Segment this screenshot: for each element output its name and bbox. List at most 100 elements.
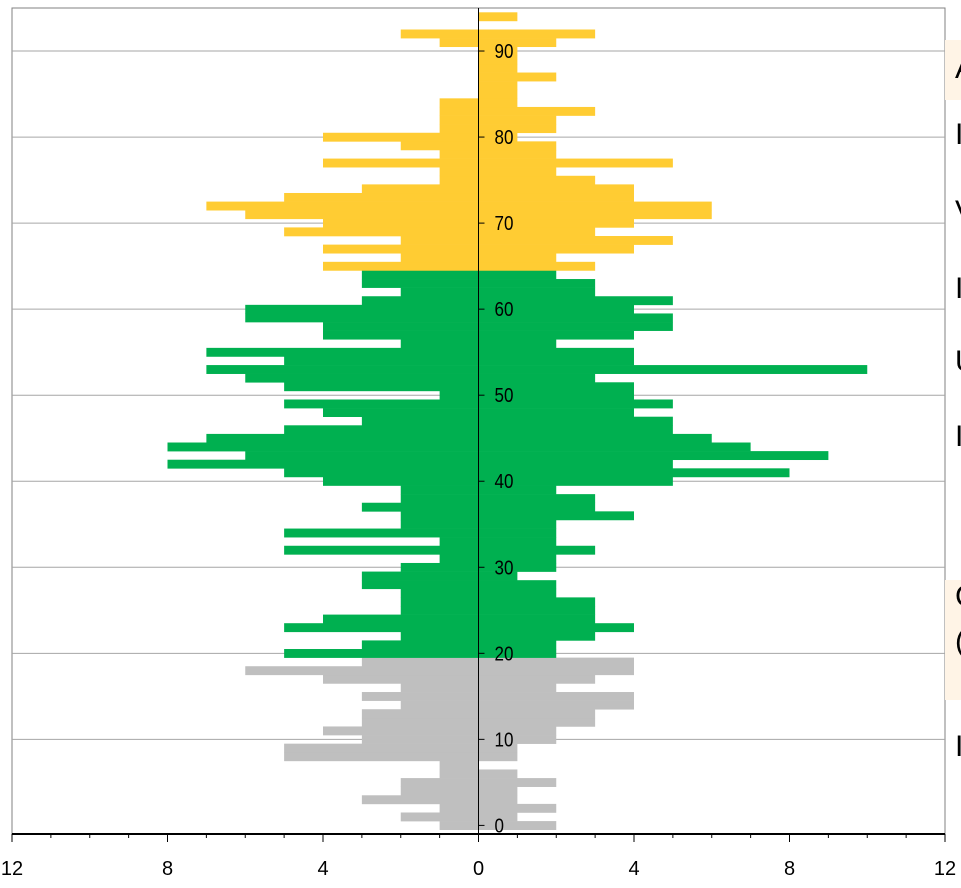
side-panel-label: A [955, 52, 961, 86]
bar-left [361, 640, 479, 650]
bar-right [478, 709, 596, 719]
bar-right [478, 382, 634, 392]
bar-right [478, 640, 557, 650]
bar-right [478, 115, 557, 125]
bar-right [478, 502, 596, 512]
bar-left [284, 399, 479, 409]
bar-left [361, 657, 479, 667]
bar-right [478, 519, 557, 529]
bar-left [361, 571, 479, 581]
bar-left [439, 115, 479, 125]
bar-right [478, 735, 557, 744]
bar-right [478, 261, 596, 271]
bar-left [400, 339, 479, 349]
bar-right [478, 597, 596, 607]
bar-left [167, 459, 479, 469]
bar-right [478, 623, 634, 633]
bar-left [245, 451, 479, 461]
bar-left [439, 106, 479, 116]
bar-right [478, 537, 557, 547]
bar-right [478, 717, 596, 727]
bar-right [478, 29, 596, 39]
y-tick-labels: 0 10 20 30 40 50 60 70 80 90 [495, 40, 514, 837]
bar-left [284, 192, 479, 202]
bar-left [400, 253, 479, 263]
bar-left [361, 184, 479, 194]
bar-right [478, 175, 596, 185]
bar-right [478, 752, 518, 762]
bar-left [400, 786, 479, 796]
bar-left [400, 597, 479, 607]
bar-right [478, 270, 557, 280]
side-panel-label: I [955, 730, 961, 763]
bar-left [400, 812, 479, 822]
bar-right [478, 390, 634, 400]
bar-left [439, 537, 479, 547]
side-panel-label: I [955, 272, 961, 305]
bar-left [284, 752, 479, 762]
bar-left [206, 365, 479, 374]
bar-left [245, 373, 479, 383]
bar-left [284, 528, 479, 538]
bar-right [478, 339, 557, 349]
bar-right [478, 666, 634, 676]
bar-left [400, 562, 479, 572]
bar-left [361, 296, 479, 306]
bar-right [478, 38, 557, 48]
bar-right [478, 778, 557, 787]
bar-left [284, 227, 479, 237]
bar-right [478, 726, 557, 736]
bar-left [361, 502, 479, 512]
bar-left [361, 795, 479, 805]
bar-right [478, 408, 634, 417]
bar-right [478, 657, 634, 667]
bar-left [323, 244, 479, 254]
bar-right [478, 494, 596, 504]
bar-left [284, 425, 479, 435]
bar-left [361, 416, 479, 426]
bar-left [439, 390, 479, 400]
bar-right [478, 218, 634, 228]
y-tick-label: 80 [495, 126, 514, 149]
bar-left [400, 683, 479, 693]
bar-left [245, 210, 479, 220]
bar-left [400, 141, 479, 151]
y-tick-label: 30 [495, 556, 514, 579]
bar-right [478, 692, 634, 701]
bar-right [478, 476, 673, 486]
bar-right [478, 795, 518, 805]
bar-left [361, 717, 479, 727]
bar-right [478, 98, 518, 108]
bar-right [478, 106, 596, 116]
bar-right [478, 158, 673, 168]
bars [167, 12, 868, 830]
bar-left [400, 511, 479, 521]
bar-left [439, 38, 479, 48]
bar-left [361, 692, 479, 701]
bar-left [206, 433, 479, 443]
bar-right [478, 631, 596, 641]
side-panel-label: ( [955, 625, 961, 659]
x-tick-label: 8 [162, 858, 173, 880]
bar-left [323, 261, 479, 271]
side-panel-label: U [955, 345, 961, 379]
bar-left [439, 821, 479, 830]
x-tick-label: 8 [784, 858, 795, 880]
x-tick-label: 12 [1, 858, 23, 880]
bar-left [284, 382, 479, 392]
bar-left [323, 330, 479, 340]
x-tick-label: 12 [934, 858, 956, 880]
side-panel-highlight-1 [945, 40, 961, 100]
bar-left [439, 769, 479, 779]
x-tick-labels: 12 8 4 0 4 8 12 [1, 858, 956, 880]
bar-right [478, 347, 634, 357]
bar-left [439, 149, 479, 159]
bar-right [478, 571, 518, 581]
bar-left [284, 623, 479, 633]
bar-right [478, 821, 557, 830]
bar-right [478, 244, 634, 254]
bar-left [361, 580, 479, 590]
bar-right [478, 192, 634, 202]
bar-left [206, 201, 479, 211]
bar-left [400, 778, 479, 787]
